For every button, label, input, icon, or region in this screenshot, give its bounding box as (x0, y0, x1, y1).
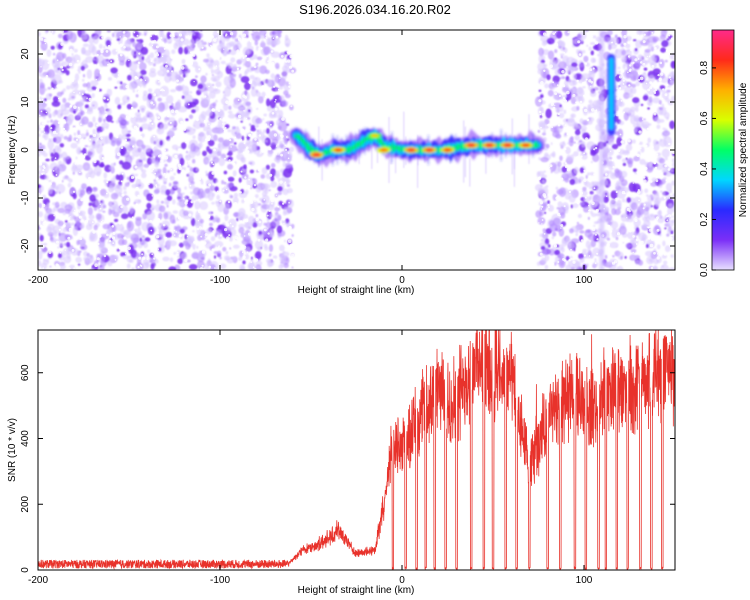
spectrogram-y-tick-label: 0 (20, 147, 31, 153)
spectrogram-y-tick-label: 20 (20, 48, 31, 60)
snr-panel: -200 -100 0 100 0 200 400 600 Height of straig… (7, 329, 676, 596)
spectrogram-x-tick-label: 100 (576, 275, 593, 286)
colorbar-gradient (711, 29, 735, 271)
colorbar-tick-label: 0.4 (699, 162, 710, 176)
snr-y-tick-label: 200 (20, 495, 31, 512)
spectrogram-y-label: Frequency (Hz) (7, 116, 18, 185)
spectrogram-tone-track (288, 30, 616, 270)
spectrogram-y-tick-label: 10 (20, 96, 31, 108)
spectrogram-x-axis: -200 -100 0 100 (28, 30, 593, 286)
colorbar-tick-label: 0.6 (699, 111, 710, 125)
figure-title: S196.2026.034.16.20.R02 (299, 2, 451, 17)
colorbar: 0.0 0.2 0.4 0.6 0.8 Normalized spectral ampl… (699, 29, 749, 277)
spectrogram-y-axis: -20 -10 0 10 20 (20, 48, 675, 253)
spectrogram-x-tick-label: -100 (210, 275, 230, 286)
colorbar-tick-label: 0.2 (699, 212, 710, 226)
snr-x-label: Height of straight line (km) (298, 585, 415, 596)
spectrogram-x-tick-label: -200 (28, 275, 48, 286)
snr-y-tick-label: 600 (20, 364, 31, 381)
colorbar-tick-label: 0.0 (699, 263, 710, 277)
spectrogram-noise (38, 30, 675, 270)
colorbar-label: Normalized spectral amplitude (738, 82, 749, 217)
snr-x-tick-label: -200 (28, 575, 48, 586)
spectrogram-y-tick-label: -10 (20, 190, 31, 205)
snr-x-tick-label: 0 (399, 575, 405, 586)
spectrogram-y-tick-label: -20 (20, 238, 31, 253)
snr-x-axis: -200 -100 0 100 (28, 330, 593, 586)
colorbar-ticks: 0.0 0.2 0.4 0.6 0.8 (699, 61, 716, 277)
snr-y-tick-label: 0 (20, 567, 31, 573)
snr-series-line (38, 330, 675, 570)
spectrogram-x-label: Height of straight line (km) (298, 285, 415, 296)
snr-x-tick-label: 100 (576, 575, 593, 586)
spectrogram-x-tick-label: 0 (399, 275, 405, 286)
snr-x-tick-label: -100 (210, 575, 230, 586)
snr-y-axis: 0 200 400 600 (20, 364, 675, 573)
colorbar-tick-label: 0.8 (699, 61, 710, 75)
snr-y-label: SNR (10 * v/v) (7, 418, 18, 482)
snr-y-tick-label: 400 (20, 430, 31, 447)
snr-frame (37, 329, 676, 571)
